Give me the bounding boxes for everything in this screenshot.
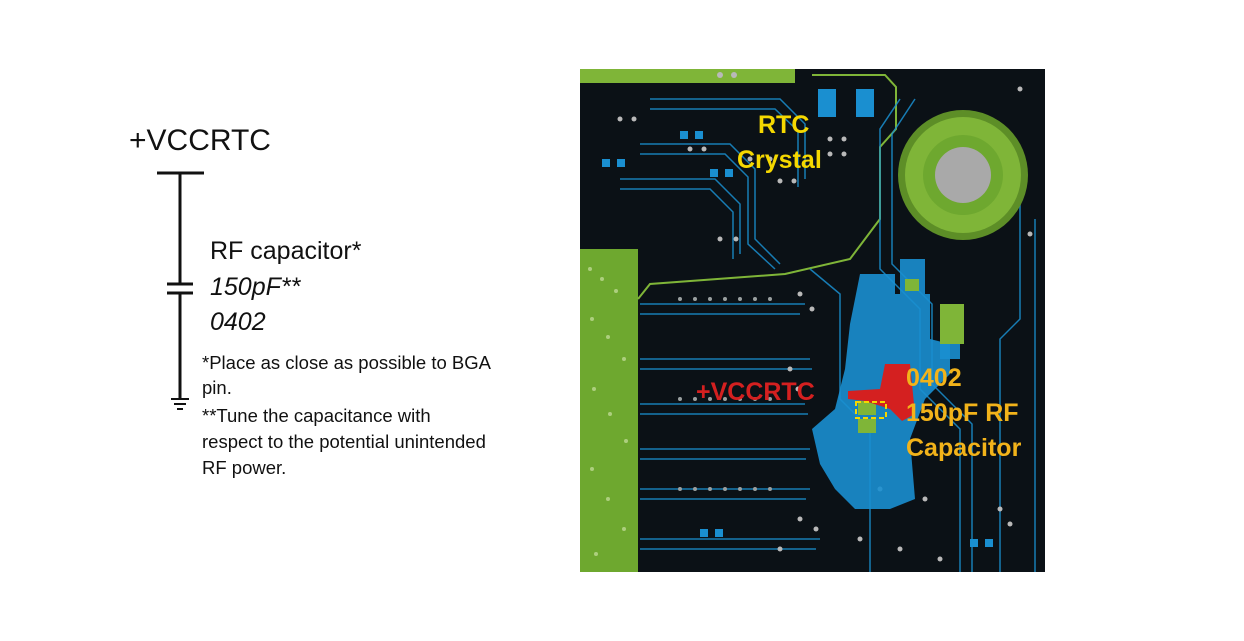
capacitor-pcb-label-line-1: 0402 [906, 364, 962, 392]
left-pour-vias [588, 267, 628, 556]
vccrtc-pcb-label: +VCCRTC [696, 378, 815, 406]
capacitor-pcb-label-line-2: 150pF RF [906, 399, 1019, 427]
capacitor-highlight-box [855, 401, 887, 419]
ground-symbol [171, 398, 189, 410]
vccrtc-net-copper [848, 364, 915, 421]
capacitor-value: 150pF** [210, 273, 301, 301]
green-pads [858, 279, 964, 433]
smd-pads [602, 89, 993, 547]
capacitor-pcb-label-line-3: Capacitor [906, 434, 1022, 462]
tuning-note-line-1: **Tune the capacitance with [202, 405, 431, 426]
vias [617, 72, 1033, 562]
rtc-crystal-label-line-1: RTC [758, 111, 809, 139]
capacitor-package: 0402 [210, 308, 266, 336]
tuning-note-line-3: RF power. [202, 457, 287, 478]
rtc-crystal-label-line-2: Crystal [737, 146, 822, 174]
capacitor-name: RF capacitor* [210, 237, 362, 265]
pcb-layout-image: RTC Crystal +VCCRTC 0402 150pF RF Capaci… [580, 69, 1045, 572]
copper-pour-top [580, 69, 795, 83]
via-rows [678, 297, 772, 491]
copper-pour-left [580, 249, 638, 572]
rail-label: +VCCRTC [129, 124, 271, 157]
tuning-note-line-2: respect to the potential unintended [202, 431, 486, 452]
placement-note-line-1: *Place as close as possible to BGA [202, 352, 491, 373]
capacitor-schematic [157, 171, 204, 410]
coin-cell-pad [898, 110, 1028, 240]
placement-note-line-2: pin. [202, 377, 232, 398]
